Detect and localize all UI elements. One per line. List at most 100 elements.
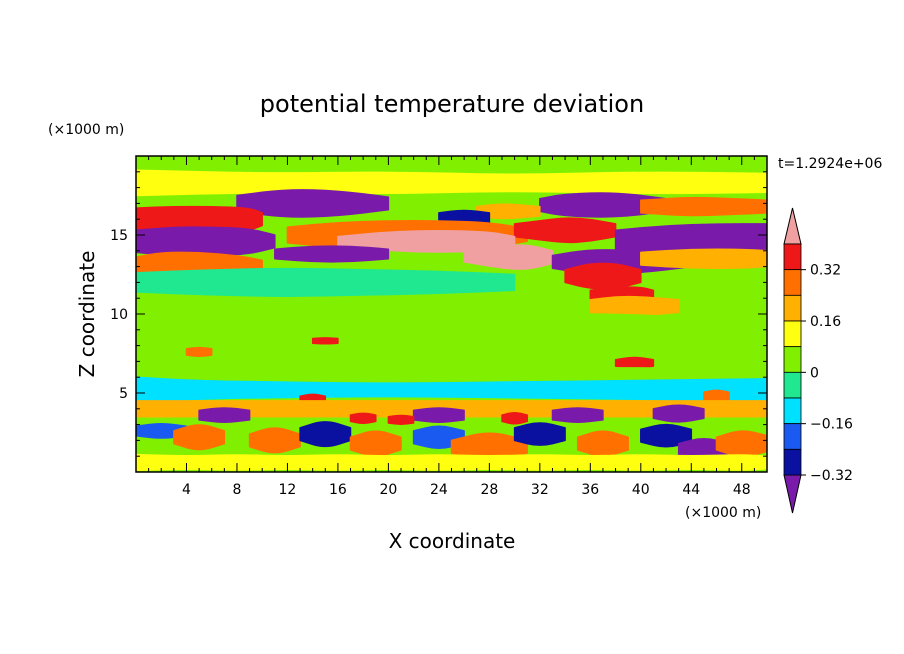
contour-band — [349, 412, 377, 424]
contour-band — [136, 226, 276, 257]
colorbar-label: 0.32 — [810, 263, 841, 279]
contour-band — [589, 295, 680, 317]
contour-region — [136, 267, 516, 297]
x-tick-label: 48 — [733, 482, 751, 498]
x-tick-label: 20 — [379, 482, 397, 498]
contour-band — [198, 407, 251, 423]
contour-band — [501, 412, 528, 425]
x-tick-label: 16 — [329, 482, 347, 498]
contour-region — [715, 430, 767, 457]
contour-region — [513, 217, 617, 244]
x-tick-label: 12 — [279, 482, 297, 498]
colorbar-swatch — [783, 397, 802, 425]
x-tick-label: 44 — [682, 482, 700, 498]
colorbar-swatch — [783, 294, 802, 322]
colorbar-swatch — [783, 448, 802, 476]
contour-band — [652, 404, 705, 423]
y-axis-title: Z coordinate — [75, 251, 99, 378]
colorbar-label: −0.32 — [810, 468, 853, 484]
contour-band — [614, 356, 655, 370]
contour-band — [311, 337, 339, 345]
contour-region — [501, 412, 528, 425]
contour-band — [412, 407, 465, 423]
x-tick-label: 8 — [232, 482, 241, 498]
contour-region — [564, 262, 642, 290]
contour-band — [564, 262, 642, 290]
contour-band — [236, 189, 390, 218]
contour-region — [185, 346, 213, 358]
plot-area — [136, 156, 767, 472]
contour-band — [551, 407, 604, 423]
colorbar-swatch — [783, 346, 802, 373]
colorbar-swatch — [783, 320, 802, 348]
colorbar-label: −0.16 — [810, 417, 853, 433]
colorbar: 0.32 0.16 0 −0.16 −0.32 — [783, 207, 853, 514]
x-tick-label: 4 — [182, 482, 191, 498]
contour-band — [475, 203, 541, 220]
contour-region — [652, 404, 705, 423]
contour-band — [173, 424, 226, 451]
contour-region — [551, 407, 604, 423]
colorbar-swatch — [783, 243, 802, 271]
contour-band — [160, 327, 566, 348]
contour-region — [136, 453, 767, 472]
contour-region — [349, 430, 402, 457]
time-label: t=1.2924e+06 — [778, 156, 882, 172]
contour-region — [576, 430, 629, 457]
contour-band — [299, 421, 352, 448]
contour-region — [198, 407, 251, 423]
x-axis: 4 8 12 16 20 24 28 32 36 40 44 48 — [135, 156, 768, 498]
contour-region — [299, 421, 352, 448]
y-tick-label: 5 — [119, 386, 128, 402]
contour-band — [387, 414, 415, 425]
chart-title: potential temperature deviation — [260, 90, 644, 118]
contour-band — [274, 245, 390, 263]
contour-band — [576, 430, 629, 457]
contour-region — [236, 189, 390, 218]
contour-region — [640, 196, 767, 217]
contour-band — [640, 196, 767, 217]
contour-region — [589, 295, 680, 317]
contour-region — [248, 427, 301, 454]
contour-band — [387, 313, 693, 331]
contour-region — [173, 424, 226, 451]
colorbar-swatch — [783, 269, 802, 296]
contour-region — [513, 422, 566, 446]
colorbar-swatch — [783, 371, 802, 399]
y-tick-label: 10 — [110, 307, 128, 323]
contour-region — [136, 169, 767, 197]
contour-band — [715, 430, 767, 457]
contour-band — [640, 248, 767, 269]
colorbar-label: 0.16 — [810, 314, 841, 330]
x-tick-label: 36 — [581, 482, 599, 498]
contour-region — [387, 414, 415, 425]
x-unit-label: (×1000 m) — [685, 505, 761, 521]
contour-band — [513, 422, 566, 446]
contour-region — [640, 248, 767, 269]
contour-region — [160, 327, 566, 348]
contour-band — [136, 169, 767, 197]
colorbar-swatch — [783, 423, 802, 450]
contour-region — [614, 356, 655, 370]
contour-region — [311, 337, 339, 345]
x-tick-label: 28 — [480, 482, 498, 498]
y-tick-label: 15 — [110, 228, 128, 244]
x-axis-title: X coordinate — [389, 529, 516, 553]
contour-band — [248, 427, 301, 454]
colorbar-bottom-arrow — [783, 474, 802, 514]
contour-band — [513, 217, 617, 244]
contour-band — [136, 453, 767, 472]
contour-region — [387, 313, 693, 331]
colorbar-top-arrow — [783, 207, 802, 245]
x-tick-label: 40 — [632, 482, 650, 498]
contour-band — [349, 430, 402, 457]
contour-region — [412, 407, 465, 423]
contour-region — [274, 245, 390, 263]
contour-band — [136, 267, 516, 297]
contour-band — [185, 346, 213, 358]
x-tick-label: 24 — [430, 482, 448, 498]
contour-region — [475, 203, 541, 220]
colorbar-label: 0 — [810, 365, 819, 381]
contour-region — [349, 412, 377, 424]
